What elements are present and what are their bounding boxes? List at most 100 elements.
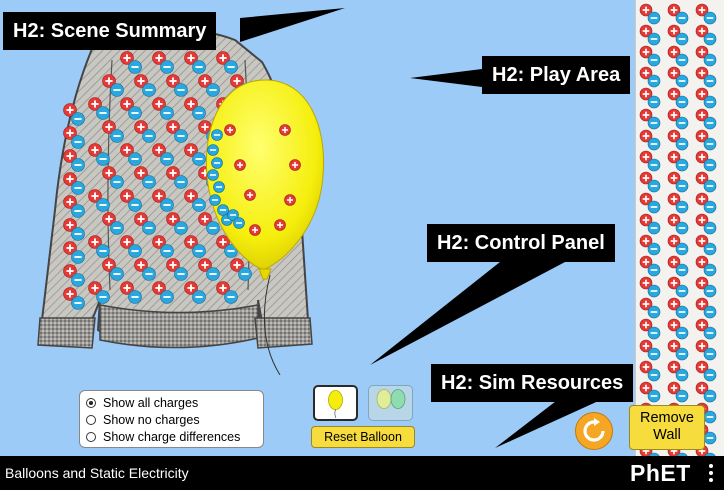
negative-charge bbox=[128, 290, 142, 304]
negative-charge bbox=[647, 221, 661, 235]
negative-charge bbox=[71, 135, 85, 149]
negative-charge bbox=[703, 410, 717, 424]
negative-charge bbox=[206, 221, 220, 235]
positive-charge bbox=[184, 189, 198, 203]
balloon[interactable] bbox=[195, 75, 335, 375]
positive-charge bbox=[152, 189, 166, 203]
radio-button[interactable] bbox=[86, 397, 96, 408]
negative-charge bbox=[675, 200, 689, 214]
kebab-menu-icon[interactable] bbox=[709, 464, 713, 485]
positive-charge bbox=[120, 235, 134, 249]
negative-charge bbox=[96, 106, 110, 120]
negative-charge bbox=[110, 175, 124, 189]
positive-charge bbox=[249, 224, 261, 236]
positive-charge bbox=[63, 126, 77, 140]
positive-charge bbox=[667, 66, 681, 80]
positive-charge bbox=[639, 24, 653, 38]
positive-charge bbox=[152, 97, 166, 111]
navigation-bar: Balloons and Static Electricity PhET bbox=[0, 456, 724, 490]
positive-charge bbox=[639, 276, 653, 290]
negative-charge bbox=[160, 152, 174, 166]
negative-charge bbox=[647, 95, 661, 109]
positive-charge bbox=[198, 212, 212, 226]
one-balloon-button[interactable] bbox=[313, 385, 358, 421]
negative-charge bbox=[675, 137, 689, 151]
negative-charge bbox=[174, 129, 188, 143]
radio-show-charge-differences[interactable]: Show charge differences bbox=[86, 428, 257, 445]
wall bbox=[635, 0, 724, 466]
positive-charge bbox=[224, 124, 236, 136]
negative-charge bbox=[174, 267, 188, 281]
negative-charge bbox=[703, 32, 717, 46]
balloon-charges bbox=[207, 124, 301, 236]
positive-charge bbox=[152, 51, 166, 65]
positive-charge bbox=[152, 143, 166, 157]
positive-charge bbox=[63, 172, 77, 186]
positive-charge bbox=[667, 318, 681, 332]
positive-charge bbox=[667, 171, 681, 185]
positive-charge bbox=[639, 234, 653, 248]
negative-charge bbox=[128, 244, 142, 258]
positive-charge bbox=[639, 360, 653, 374]
positive-charge bbox=[695, 360, 709, 374]
positive-charge bbox=[184, 97, 198, 111]
positive-charge bbox=[667, 45, 681, 59]
positive-charge bbox=[639, 129, 653, 143]
positive-charge bbox=[639, 150, 653, 164]
negative-charge bbox=[675, 305, 689, 319]
remove-wall-button[interactable]: Remove Wall bbox=[629, 405, 705, 450]
positive-charge bbox=[695, 276, 709, 290]
positive-charge bbox=[695, 66, 709, 80]
callout-sim-resources: H2: Sim Resources bbox=[431, 364, 634, 402]
positive-charge bbox=[166, 166, 180, 180]
negative-charge bbox=[128, 106, 142, 120]
positive-charge bbox=[695, 150, 709, 164]
negative-charge bbox=[675, 53, 689, 67]
positive-charge bbox=[184, 51, 198, 65]
positive-charge bbox=[667, 381, 681, 395]
negative-charge bbox=[703, 284, 717, 298]
radio-show-no-charges[interactable]: Show no charges bbox=[86, 411, 257, 428]
negative-charge bbox=[96, 290, 110, 304]
refresh-icon bbox=[583, 418, 605, 442]
negative-charge bbox=[675, 242, 689, 256]
positive-charge bbox=[216, 51, 230, 65]
negative-charge bbox=[647, 263, 661, 277]
positive-charge bbox=[198, 74, 212, 88]
remove-wall-label-line2: Wall bbox=[653, 427, 681, 443]
negative-charge bbox=[142, 221, 156, 235]
positive-charge bbox=[63, 195, 77, 209]
radio-button[interactable] bbox=[86, 431, 96, 442]
negative-charge bbox=[703, 11, 717, 25]
positive-charge bbox=[667, 108, 681, 122]
positive-charge bbox=[695, 234, 709, 248]
negative-charge bbox=[675, 95, 689, 109]
negative-charge bbox=[647, 347, 661, 361]
reset-all-button[interactable] bbox=[575, 412, 613, 450]
negative-charge bbox=[96, 244, 110, 258]
positive-charge bbox=[667, 234, 681, 248]
negative-charge bbox=[128, 152, 142, 166]
negative-charge bbox=[160, 290, 174, 304]
negative-charge bbox=[703, 347, 717, 361]
negative-charge bbox=[675, 74, 689, 88]
negative-charge bbox=[675, 32, 689, 46]
negative-charge bbox=[703, 95, 717, 109]
positive-charge bbox=[639, 87, 653, 101]
positive-charge bbox=[695, 108, 709, 122]
negative-charge bbox=[703, 179, 717, 193]
negative-charge bbox=[675, 368, 689, 382]
negative-charge bbox=[206, 267, 220, 281]
radio-show-all-charges[interactable]: Show all charges bbox=[86, 394, 257, 411]
negative-charge bbox=[703, 158, 717, 172]
negative-charge bbox=[703, 116, 717, 130]
reset-balloon-button[interactable]: Reset Balloon bbox=[311, 426, 415, 448]
negative-charge bbox=[192, 244, 206, 258]
positive-charge bbox=[134, 74, 148, 88]
phet-logo[interactable]: PhET bbox=[630, 460, 691, 486]
two-balloons-button[interactable] bbox=[368, 385, 413, 421]
negative-charge bbox=[110, 129, 124, 143]
negative-charge bbox=[128, 198, 142, 212]
negative-charge bbox=[647, 53, 661, 67]
radio-button[interactable] bbox=[86, 414, 96, 425]
